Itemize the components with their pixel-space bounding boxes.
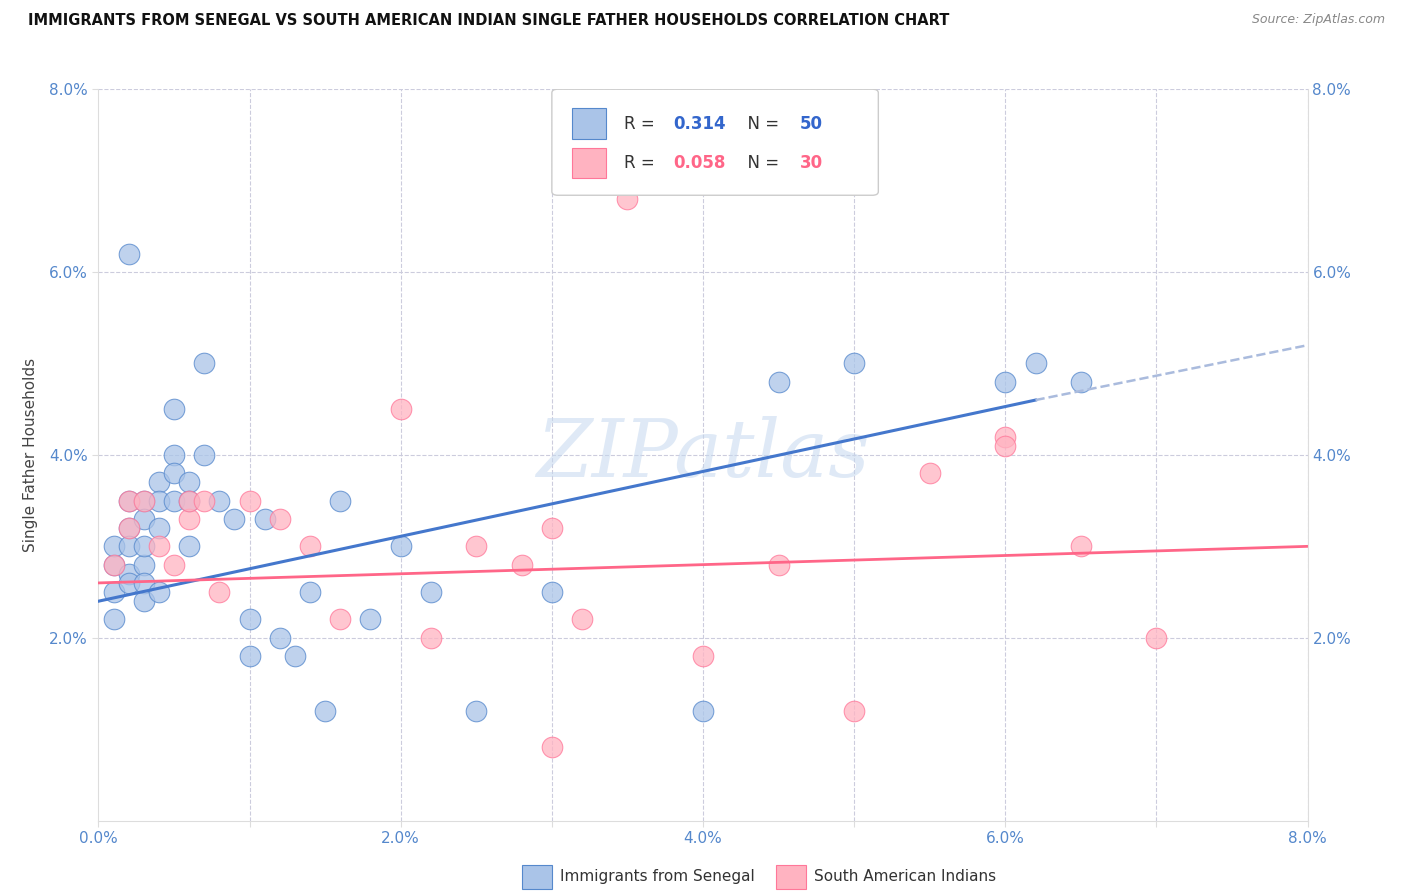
- Point: [284, 649, 307, 664]
- Point: [179, 493, 201, 508]
- Point: [1025, 356, 1047, 371]
- Point: [465, 539, 488, 553]
- Point: [844, 704, 866, 718]
- Point: [299, 539, 322, 553]
- Text: Source: ZipAtlas.com: Source: ZipAtlas.com: [1251, 13, 1385, 27]
- Point: [148, 521, 170, 535]
- Text: South American Indians: South American Indians: [814, 870, 997, 885]
- Bar: [572, 108, 606, 139]
- Text: IMMIGRANTS FROM SENEGAL VS SOUTH AMERICAN INDIAN SINGLE FATHER HOUSEHOLDS CORREL: IMMIGRANTS FROM SENEGAL VS SOUTH AMERICA…: [28, 13, 949, 29]
- Point: [616, 192, 638, 206]
- Point: [132, 539, 155, 553]
- Point: [132, 594, 155, 608]
- Point: [163, 558, 186, 572]
- Point: [1070, 375, 1092, 389]
- Point: [179, 512, 201, 526]
- Text: R =: R =: [624, 154, 661, 172]
- Point: [768, 558, 790, 572]
- Point: [118, 493, 141, 508]
- Text: R =: R =: [624, 114, 661, 133]
- Point: [420, 631, 443, 645]
- Bar: [572, 148, 606, 178]
- Point: [692, 704, 714, 718]
- Point: [118, 493, 141, 508]
- Point: [994, 439, 1017, 453]
- Point: [148, 475, 170, 490]
- Point: [994, 375, 1017, 389]
- Point: [179, 475, 201, 490]
- Point: [103, 585, 125, 599]
- Point: [163, 448, 186, 462]
- Point: [179, 493, 201, 508]
- Text: 0.314: 0.314: [673, 114, 725, 133]
- Point: [118, 246, 141, 260]
- Point: [768, 375, 790, 389]
- Point: [132, 576, 155, 591]
- Point: [541, 740, 564, 755]
- Text: N =: N =: [737, 154, 785, 172]
- Point: [253, 512, 276, 526]
- Point: [148, 493, 170, 508]
- Point: [208, 493, 231, 508]
- Point: [193, 356, 215, 371]
- Point: [118, 521, 141, 535]
- Point: [132, 512, 155, 526]
- Point: [118, 566, 141, 581]
- Text: ZIPatlas: ZIPatlas: [536, 417, 870, 493]
- Point: [239, 649, 262, 664]
- Point: [389, 539, 412, 553]
- Bar: [522, 865, 553, 888]
- Point: [314, 704, 336, 718]
- Text: N =: N =: [737, 114, 785, 133]
- Point: [269, 631, 291, 645]
- Bar: [776, 865, 806, 888]
- Point: [1146, 631, 1168, 645]
- Y-axis label: Single Father Households: Single Father Households: [22, 358, 38, 552]
- Point: [118, 521, 141, 535]
- Point: [132, 493, 155, 508]
- Text: 0.058: 0.058: [673, 154, 725, 172]
- Point: [329, 613, 352, 627]
- FancyBboxPatch shape: [553, 89, 879, 195]
- Point: [389, 402, 412, 417]
- Point: [420, 585, 443, 599]
- Point: [163, 466, 186, 480]
- Text: 30: 30: [800, 154, 823, 172]
- Point: [148, 585, 170, 599]
- Text: Immigrants from Senegal: Immigrants from Senegal: [561, 870, 755, 885]
- Point: [918, 466, 941, 480]
- Point: [239, 493, 262, 508]
- Point: [541, 521, 564, 535]
- Point: [179, 539, 201, 553]
- Point: [224, 512, 246, 526]
- Point: [103, 539, 125, 553]
- Point: [132, 493, 155, 508]
- Point: [148, 539, 170, 553]
- Point: [118, 539, 141, 553]
- Point: [299, 585, 322, 599]
- Point: [692, 649, 714, 664]
- Point: [132, 558, 155, 572]
- Point: [541, 585, 564, 599]
- Point: [193, 493, 215, 508]
- Point: [208, 585, 231, 599]
- Point: [269, 512, 291, 526]
- Point: [193, 448, 215, 462]
- Point: [510, 558, 533, 572]
- Point: [465, 704, 488, 718]
- Point: [118, 576, 141, 591]
- Text: 50: 50: [800, 114, 823, 133]
- Point: [103, 558, 125, 572]
- Point: [163, 493, 186, 508]
- Point: [844, 356, 866, 371]
- Point: [994, 429, 1017, 443]
- Point: [1070, 539, 1092, 553]
- Point: [163, 402, 186, 417]
- Point: [103, 613, 125, 627]
- Point: [239, 613, 262, 627]
- Point: [360, 613, 382, 627]
- Point: [103, 558, 125, 572]
- Point: [571, 613, 593, 627]
- Point: [329, 493, 352, 508]
